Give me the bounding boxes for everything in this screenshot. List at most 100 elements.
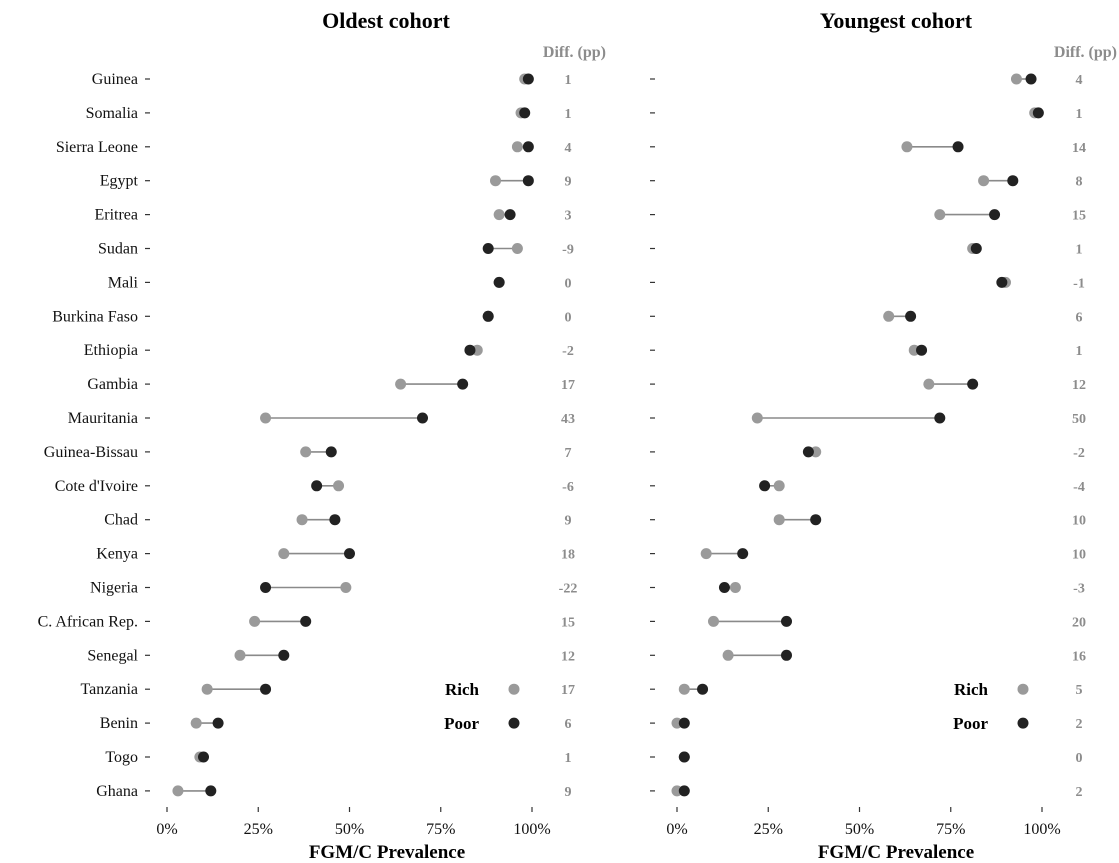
poor-point bbox=[916, 344, 928, 356]
legend-rich-label: Rich bbox=[445, 680, 480, 699]
diff-label: 18 bbox=[561, 548, 575, 563]
poor-point bbox=[737, 548, 749, 560]
diff-label: 9 bbox=[565, 514, 572, 529]
rich-point bbox=[511, 141, 523, 153]
poor-point bbox=[967, 378, 979, 390]
diff-label: -2 bbox=[562, 344, 574, 359]
diff-label: 12 bbox=[561, 649, 575, 664]
panel-title: Oldest cohort bbox=[322, 8, 450, 33]
diff-label: -6 bbox=[562, 480, 574, 495]
poor-point bbox=[996, 276, 1008, 288]
legend-rich-label: Rich bbox=[954, 680, 989, 699]
diff-label: 1 bbox=[1076, 344, 1083, 359]
poor-point bbox=[1025, 73, 1037, 85]
rich-point bbox=[201, 683, 213, 695]
diff-header: Diff. (pp) bbox=[543, 44, 606, 61]
rich-point bbox=[493, 209, 505, 221]
country-label: Benin bbox=[100, 715, 138, 732]
poor-point bbox=[325, 446, 337, 458]
rich-point bbox=[333, 480, 345, 492]
rich-point bbox=[172, 785, 184, 797]
rich-point bbox=[700, 548, 712, 560]
diff-label: -9 bbox=[562, 243, 574, 258]
diff-label: 3 bbox=[565, 209, 572, 224]
country-label: Guinea-Bissau bbox=[44, 444, 138, 461]
rich-point bbox=[300, 446, 312, 458]
diff-label: 1 bbox=[565, 751, 572, 766]
legend-poor-point bbox=[508, 717, 520, 729]
poor-point bbox=[522, 73, 534, 85]
diff-label: 6 bbox=[565, 717, 572, 732]
x-tick-label: 25% bbox=[754, 821, 783, 838]
poor-point bbox=[718, 582, 730, 593]
rich-point bbox=[340, 582, 352, 593]
country-label: Chad bbox=[104, 512, 138, 529]
rich-point bbox=[729, 582, 741, 593]
country-label: Mauritania bbox=[68, 410, 138, 427]
diff-label: 17 bbox=[561, 683, 575, 698]
diff-label: 7 bbox=[565, 446, 572, 461]
poor-point bbox=[482, 310, 494, 322]
rich-point bbox=[883, 310, 895, 322]
x-tick-label: 25% bbox=[244, 821, 273, 838]
rich-point bbox=[978, 175, 990, 187]
x-tick-label: 75% bbox=[936, 821, 965, 838]
poor-point bbox=[697, 683, 709, 695]
poor-point bbox=[519, 107, 531, 119]
poor-point bbox=[198, 751, 209, 763]
diff-label: 5 bbox=[1076, 683, 1083, 698]
poor-point bbox=[934, 412, 946, 424]
rich-point bbox=[923, 378, 935, 390]
diff-label: 20 bbox=[1072, 615, 1086, 630]
rich-point bbox=[490, 175, 501, 187]
diff-label: 8 bbox=[1076, 175, 1083, 190]
poor-point bbox=[212, 717, 224, 729]
legend-rich-point bbox=[1017, 683, 1029, 695]
x-axis-label: FGM/C Prevalence bbox=[309, 842, 465, 863]
country-label: Kenya bbox=[96, 546, 138, 563]
diff-label: 1 bbox=[1076, 243, 1083, 258]
poor-point bbox=[781, 615, 792, 627]
poor-point bbox=[464, 344, 476, 356]
diff-header: Diff. (pp) bbox=[1054, 44, 1117, 61]
diff-label: 9 bbox=[565, 785, 572, 800]
diff-label: 1 bbox=[565, 107, 572, 122]
poor-point bbox=[344, 548, 355, 560]
panel-title: Youngest cohort bbox=[820, 8, 973, 33]
poor-point bbox=[329, 514, 341, 526]
diff-label: -1 bbox=[1073, 276, 1085, 291]
poor-point bbox=[311, 480, 323, 492]
diff-label: 1 bbox=[1076, 107, 1083, 122]
diff-label: -22 bbox=[559, 582, 578, 597]
poor-point bbox=[989, 209, 1001, 221]
legend-poor-label: Poor bbox=[953, 714, 988, 733]
country-label: Tanzania bbox=[80, 681, 138, 698]
diff-label: -2 bbox=[1073, 446, 1085, 461]
poor-point bbox=[482, 243, 494, 254]
poor-point bbox=[1007, 175, 1019, 187]
poor-point bbox=[678, 717, 690, 729]
poor-point bbox=[759, 480, 771, 492]
country-label: Ghana bbox=[96, 783, 138, 800]
diff-label: 10 bbox=[1072, 514, 1086, 529]
diff-label: 2 bbox=[1076, 785, 1083, 800]
poor-point bbox=[781, 649, 792, 661]
diff-label: 15 bbox=[561, 615, 575, 630]
diff-label: 0 bbox=[565, 276, 572, 291]
x-tick-label: 50% bbox=[335, 821, 364, 838]
legend-poor-label: Poor bbox=[444, 714, 479, 733]
rich-point bbox=[1010, 73, 1022, 85]
rich-point bbox=[190, 717, 202, 729]
poor-point bbox=[205, 785, 217, 797]
country-label: Sierra Leone bbox=[56, 139, 138, 156]
rich-point bbox=[278, 548, 290, 560]
diff-label: 43 bbox=[561, 412, 575, 427]
x-tick-label: 100% bbox=[1023, 821, 1060, 838]
diff-label: 10 bbox=[1072, 548, 1086, 563]
country-label: Cote d'Ivoire bbox=[55, 478, 138, 495]
rich-point bbox=[395, 378, 407, 390]
poor-point bbox=[970, 243, 982, 254]
rich-point bbox=[234, 649, 246, 661]
diff-label: 50 bbox=[1072, 412, 1086, 427]
